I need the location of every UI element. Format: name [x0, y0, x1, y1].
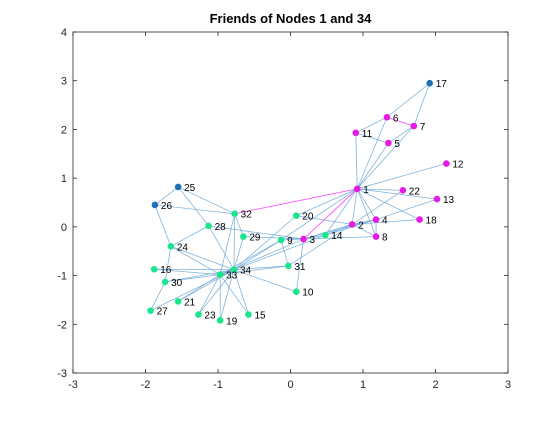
- node-11: [352, 130, 359, 137]
- node-15: [245, 311, 252, 318]
- node-5: [385, 140, 392, 147]
- node-label-14: 14: [331, 231, 343, 242]
- node-label-11: 11: [362, 129, 373, 140]
- node-10: [293, 288, 300, 295]
- node-label-18: 18: [426, 216, 438, 227]
- node-21: [175, 298, 182, 305]
- y-tick-label--3: -3: [57, 368, 67, 380]
- node-label-24: 24: [177, 242, 189, 253]
- node-1: [354, 186, 361, 193]
- x-tick-label-0: 0: [287, 379, 293, 391]
- node-4: [373, 216, 380, 223]
- node-label-17: 17: [436, 79, 448, 90]
- chart-title: Friends of Nodes 1 and 34: [210, 11, 373, 26]
- node-16: [151, 266, 158, 273]
- node-8: [373, 233, 380, 240]
- node-label-20: 20: [302, 212, 314, 223]
- x-tick-label-2: 2: [432, 379, 438, 391]
- node-label-32: 32: [241, 210, 253, 221]
- y-tick-label--1: -1: [57, 271, 67, 283]
- node-26: [152, 202, 159, 209]
- node-31: [285, 263, 292, 270]
- node-label-1: 1: [363, 185, 369, 196]
- node-label-6: 6: [393, 113, 399, 124]
- node-30: [162, 279, 169, 286]
- node-3: [300, 236, 307, 243]
- node-24: [168, 243, 175, 250]
- node-label-19: 19: [226, 316, 238, 327]
- node-label-22: 22: [409, 186, 421, 197]
- node-label-26: 26: [161, 201, 173, 212]
- node-label-13: 13: [443, 195, 455, 206]
- node-label-25: 25: [184, 183, 196, 194]
- node-32: [231, 210, 238, 217]
- node-label-7: 7: [420, 122, 426, 133]
- y-tick-label--2: -2: [57, 319, 67, 331]
- node-label-9: 9: [287, 236, 293, 247]
- node-label-31: 31: [294, 262, 306, 273]
- node-27: [147, 307, 154, 314]
- node-19: [217, 317, 224, 324]
- node-23: [195, 311, 202, 318]
- node-label-3: 3: [310, 235, 316, 246]
- y-tick-label-3: 3: [61, 76, 67, 88]
- node-13: [434, 196, 441, 203]
- node-22: [400, 187, 407, 194]
- x-tick-label--2: -2: [141, 379, 151, 391]
- node-label-10: 10: [302, 288, 314, 299]
- y-tick-label-2: 2: [61, 124, 67, 136]
- y-tick-label-0: 0: [61, 222, 67, 234]
- node-20: [293, 212, 300, 219]
- node-label-33: 33: [226, 271, 238, 282]
- node-9: [278, 237, 285, 244]
- node-29: [240, 233, 247, 240]
- node-label-15: 15: [254, 311, 266, 322]
- node-label-29: 29: [249, 233, 261, 244]
- node-14: [322, 232, 329, 239]
- node-label-28: 28: [215, 222, 227, 233]
- node-label-23: 23: [204, 311, 216, 322]
- x-tick-label--1: -1: [213, 379, 223, 391]
- node-6: [384, 114, 391, 121]
- x-tick-label--3: -3: [68, 379, 78, 391]
- node-label-2: 2: [358, 220, 364, 231]
- node-28: [205, 223, 212, 230]
- node-12: [443, 160, 450, 167]
- node-18: [416, 216, 423, 223]
- node-2: [349, 221, 356, 228]
- node-label-21: 21: [184, 297, 196, 308]
- y-tick-label-4: 4: [61, 27, 67, 39]
- node-label-16: 16: [160, 265, 172, 276]
- node-25: [175, 184, 182, 191]
- node-33: [217, 271, 224, 278]
- node-label-12: 12: [452, 160, 464, 171]
- node-7: [410, 123, 417, 130]
- node-label-8: 8: [382, 233, 388, 244]
- y-tick-label-1: 1: [61, 173, 67, 185]
- x-tick-label-3: 3: [505, 379, 511, 391]
- node-label-5: 5: [394, 139, 400, 150]
- node-label-34: 34: [240, 266, 252, 277]
- x-tick-label-1: 1: [360, 379, 366, 391]
- node-label-4: 4: [382, 216, 388, 227]
- node-17: [426, 80, 433, 87]
- node-label-30: 30: [171, 278, 183, 289]
- node-label-27: 27: [157, 307, 169, 318]
